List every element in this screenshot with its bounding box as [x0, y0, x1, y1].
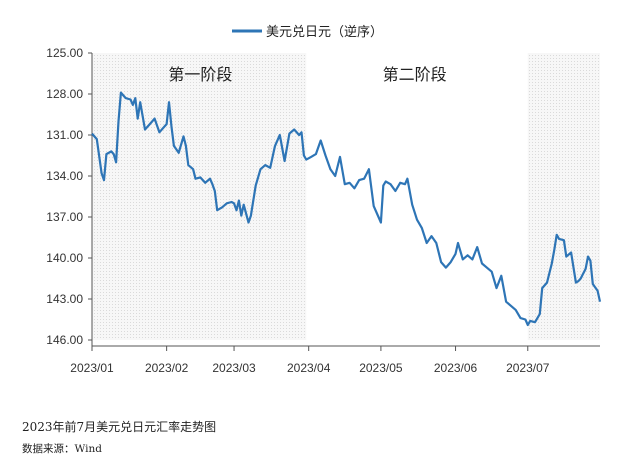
shaded-region-1 [92, 53, 307, 340]
chart: 125.00 128.00 131.00 134.00 137.00 140.00 143.… [46, 24, 602, 375]
chart-caption: 2023年前7月美元兑日元汇率走势图 [22, 420, 217, 434]
phase-label-1: 第一阶段 [168, 65, 232, 84]
data-source: 数据来源：Wind [22, 443, 102, 455]
x-tick-label: 2023/04 [287, 361, 331, 375]
legend-label: 美元兑日元（逆序） [266, 24, 383, 40]
y-tick-label: 131.00 [46, 128, 83, 142]
x-tick-label: 2023/05 [359, 361, 403, 375]
y-tick-label: 146.00 [46, 333, 83, 347]
y-tick-label: 143.00 [46, 292, 83, 306]
x-tick-label: 2023/06 [434, 361, 478, 375]
x-tick-label: 2023/01 [70, 361, 114, 375]
y-tick-label: 128.00 [46, 87, 83, 101]
y-tick-label: 140.00 [46, 251, 83, 265]
x-tick-label: 2023/02 [145, 361, 189, 375]
x-tick-label: 2023/07 [506, 361, 550, 375]
x-tick-label: 2023/03 [212, 361, 256, 375]
y-tick-label: 137.00 [46, 210, 83, 224]
series-line-1 [91, 91, 602, 327]
shaded-region-2 [527, 53, 600, 340]
y-tick-label: 125.00 [46, 46, 83, 60]
phase-label-2: 第二阶段 [383, 65, 447, 84]
y-tick-label: 134.00 [46, 169, 83, 183]
